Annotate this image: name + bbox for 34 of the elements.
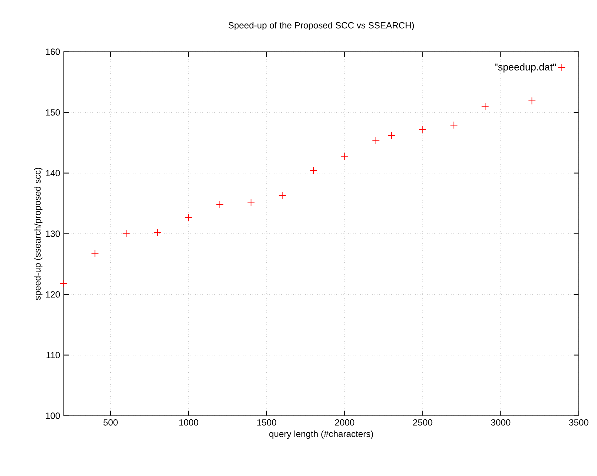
point <box>154 228 162 237</box>
point <box>310 167 318 175</box>
point <box>185 214 193 222</box>
point <box>60 280 68 288</box>
point <box>528 97 536 105</box>
point <box>388 132 396 140</box>
x-tick-label: 3000 <box>491 420 511 426</box>
point <box>482 102 490 110</box>
x-axis-title: query length (#characters) <box>270 430 374 440</box>
point <box>122 230 130 238</box>
y-tick-label: 140 <box>46 170 60 176</box>
y-tick-label: 160 <box>46 48 60 56</box>
point <box>450 122 458 130</box>
y-axis-title: speed-up (ssearch/proposed scc) <box>34 168 43 300</box>
legend-label: "speedup.dat" <box>495 63 556 73</box>
point <box>91 250 100 258</box>
point <box>278 192 286 200</box>
x-tick-label: 500 <box>104 420 118 426</box>
y-tick-label: 110 <box>46 352 60 358</box>
chart-title: Speed-up of the Proposed SCC vs SSEARCH) <box>228 22 414 30</box>
x-tick-label: 3500 <box>569 420 589 426</box>
y-tick-label: 130 <box>46 230 60 238</box>
x-tick-label: 2500 <box>413 420 433 426</box>
point <box>247 198 256 206</box>
point <box>216 201 224 209</box>
point <box>419 126 427 134</box>
y-tick-label: 150 <box>46 109 60 116</box>
point <box>372 136 380 144</box>
y-tick-label: 120 <box>46 291 60 298</box>
x-tick-label: 1500 <box>258 420 277 426</box>
y-tick-label: 100 <box>46 412 60 420</box>
point <box>341 153 349 161</box>
x-tick-label: 1000 <box>180 420 198 426</box>
x-tick-label: 2000 <box>335 420 355 426</box>
